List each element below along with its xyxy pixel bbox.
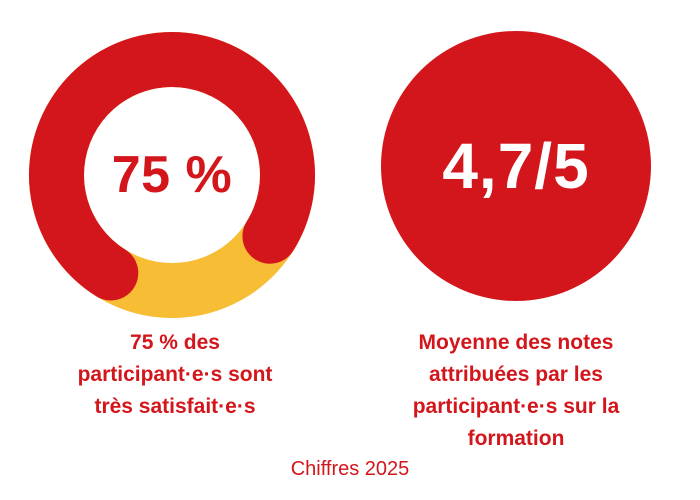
satisfaction-caption-line: très satisfait·e·s bbox=[94, 395, 256, 418]
satisfaction-caption: 75 % des participant·e·s sont très satis… bbox=[35, 327, 315, 423]
rating-caption-line: attribuées par les bbox=[429, 363, 603, 386]
satisfaction-stat: 75 % 75 % des participant·e·s sont très … bbox=[0, 0, 350, 460]
rating-caption-line: Moyenne des notes bbox=[418, 331, 614, 354]
rating-caption-line: participant·e·s sur la bbox=[412, 395, 620, 418]
satisfaction-percent-label: 75 % bbox=[111, 146, 233, 204]
rating-circle: 4,7/5 bbox=[381, 31, 651, 301]
satisfaction-caption-line: participant·e·s sont bbox=[77, 363, 273, 386]
satisfaction-caption-line: 75 % des bbox=[130, 331, 220, 354]
donut-segment-satisfied bbox=[29, 32, 315, 301]
satisfaction-donut-chart bbox=[29, 32, 315, 318]
rating-caption-line: formation bbox=[467, 427, 565, 450]
rating-caption: Moyenne des notes attribuées par les par… bbox=[376, 327, 656, 455]
footer-year-label: Chiffres 2025 bbox=[290, 458, 410, 480]
rating-value-label: 4,7/5 bbox=[442, 130, 590, 202]
